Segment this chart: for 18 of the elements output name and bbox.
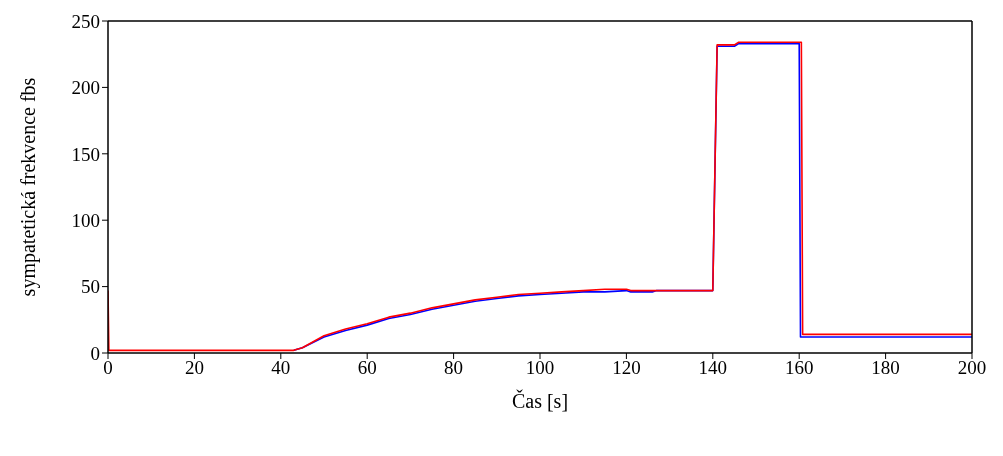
y-axis-title: sympatetická frekvence fbs bbox=[17, 77, 41, 297]
y-tick-label: 50 bbox=[81, 276, 100, 298]
y-tick-label: 100 bbox=[71, 209, 100, 231]
x-tick-label: 160 bbox=[784, 357, 814, 379]
x-tick-label: 140 bbox=[698, 357, 728, 379]
y-tick-label: 200 bbox=[71, 77, 100, 99]
x-tick-label: 60 bbox=[357, 357, 377, 379]
x-tick-label: 100 bbox=[525, 357, 555, 379]
x-tick-label: 180 bbox=[871, 357, 900, 379]
y-tick-label: 150 bbox=[71, 143, 100, 165]
x-tick-label: 200 bbox=[957, 357, 987, 379]
x-tick-label: 20 bbox=[184, 357, 204, 379]
x-tick-label: 120 bbox=[612, 357, 641, 379]
x-axis-title: Čas [s] bbox=[511, 389, 569, 412]
x-tick-label: 40 bbox=[271, 357, 291, 379]
y-tick-label: 250 bbox=[71, 10, 100, 32]
x-tick-label: 80 bbox=[444, 357, 464, 379]
y-tick-label: 0 bbox=[90, 342, 100, 364]
